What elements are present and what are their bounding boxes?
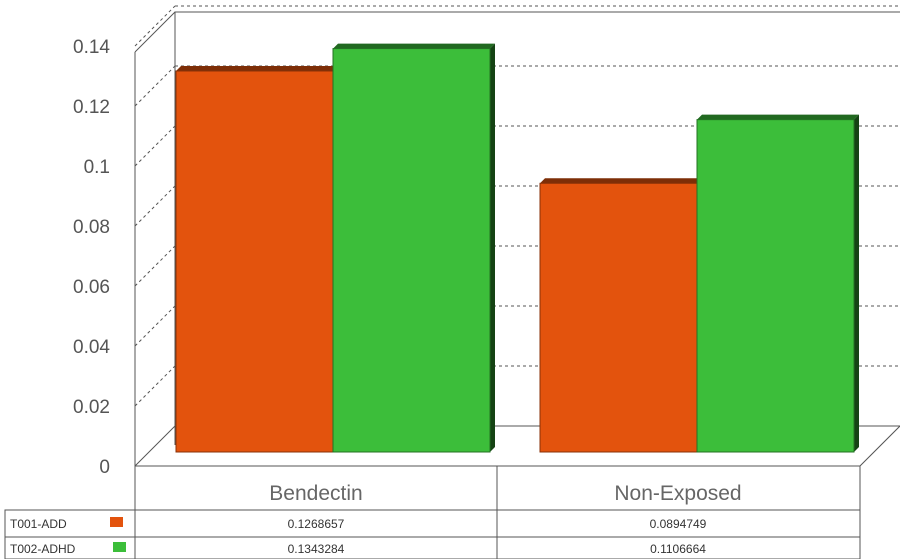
gridline-diagonal-1 bbox=[134, 365, 176, 407]
legend-label-t001-add: T001-ADD bbox=[10, 517, 67, 531]
bar-t001-add-non-exposed-top bbox=[540, 178, 702, 184]
gridline-diagonal-4 bbox=[134, 185, 176, 227]
y-tick-label-4: 0.08 bbox=[73, 217, 110, 238]
y-tick-label-5: 0.1 bbox=[84, 157, 110, 178]
category-label-bendectin: Bendectin bbox=[269, 482, 362, 505]
gridline-diagonal-6 bbox=[134, 65, 176, 107]
gridline-diagonal-5 bbox=[134, 125, 176, 167]
bar-t001-add-non-exposed bbox=[539, 182, 698, 453]
y-tick-label-6: 0.12 bbox=[73, 97, 110, 118]
bar-t002-adhd-bendectin bbox=[332, 48, 491, 453]
floor-right-edge bbox=[859, 425, 900, 467]
bar-t002-adhd-non-exposed bbox=[696, 119, 855, 453]
y-tick-label-3: 0.06 bbox=[73, 277, 110, 298]
table-body-border bbox=[4, 509, 861, 559]
table-value-add-non-exposed: 0.0894749 bbox=[650, 517, 707, 531]
data-table: Bendectin Non-Exposed T001-ADD T002-ADHD… bbox=[4, 466, 861, 559]
y-tick-label-1: 0.02 bbox=[73, 397, 110, 418]
y-axis-tick-labels: 0 0.02 0.04 0.06 0.08 0.1 0.12 0.14 bbox=[73, 37, 110, 478]
y-tick-label-2: 0.04 bbox=[73, 337, 110, 358]
legend-swatch-t001-add bbox=[110, 517, 123, 527]
table-value-add-bendectin: 0.1268657 bbox=[288, 517, 345, 531]
gridline-diagonal-3 bbox=[134, 245, 176, 287]
bar-t002-adhd-non-exposed-side bbox=[854, 114, 859, 452]
bar-t001-add-bendectin-top bbox=[176, 66, 338, 71]
bar-t002-adhd-non-exposed-top bbox=[697, 114, 859, 120]
table-value-adhd-non-exposed: 0.1106664 bbox=[650, 542, 706, 556]
table-value-adhd-bendectin: 0.1343284 bbox=[288, 542, 345, 556]
bar-t001-add-bendectin bbox=[175, 70, 334, 453]
category-label-non-exposed: Non-Exposed bbox=[614, 482, 741, 505]
bar-t002-adhd-bendectin-top bbox=[333, 43, 495, 49]
bar-t002-adhd-bendectin-side bbox=[490, 43, 495, 453]
y-tick-label-7: 0.14 bbox=[73, 37, 110, 58]
gridline-diagonal-7 bbox=[134, 5, 176, 47]
legend-label-t002-adhd: T002-ADHD bbox=[10, 542, 76, 556]
y-tick-label-0: 0 bbox=[99, 457, 110, 478]
bars bbox=[175, 43, 859, 453]
gridline-diagonal-2 bbox=[134, 305, 176, 347]
chart-left-wall-top-edge bbox=[134, 11, 176, 53]
floor-left-edge bbox=[134, 425, 176, 467]
legend-swatch-t002-adhd bbox=[113, 542, 126, 552]
